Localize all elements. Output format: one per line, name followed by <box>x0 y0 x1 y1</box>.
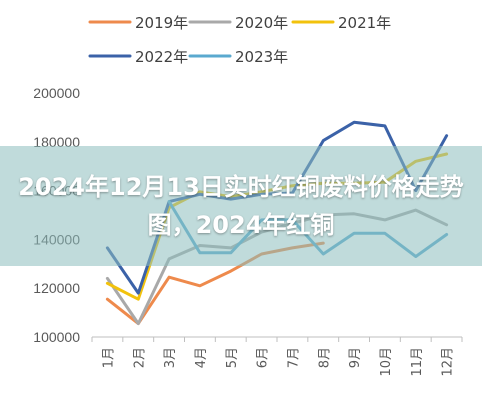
x-tick-label: 3月 <box>163 347 178 368</box>
x-tick-label: 9月 <box>348 347 363 368</box>
title-banner <box>0 146 482 266</box>
x-tick-label: 1月 <box>101 347 116 368</box>
legend-label: 2023年 <box>235 48 288 66</box>
x-tick-label: 2月 <box>132 347 147 368</box>
y-tick-label: 180000 <box>33 134 80 150</box>
y-tick-label: 100000 <box>33 329 80 345</box>
y-tick-label: 200000 <box>33 85 80 101</box>
x-tick-label: 4月 <box>194 347 209 368</box>
legend-label: 2020年 <box>235 14 288 32</box>
x-tick-label: 8月 <box>317 347 332 368</box>
x-tick-label: 12月 <box>441 347 456 377</box>
x-tick-label: 6月 <box>256 347 271 368</box>
legend-label: 2019年 <box>135 14 188 32</box>
x-tick-label: 7月 <box>286 347 301 368</box>
x-tick-label: 11月 <box>410 347 425 377</box>
legend-label: 2021年 <box>338 14 391 32</box>
x-tick-label: 5月 <box>225 347 240 368</box>
legend-label: 2022年 <box>135 48 188 66</box>
x-tick-label: 10月 <box>379 347 394 377</box>
overlay-title: 2024年12月13日实时红铜废料价格走势图，2024年红铜 <box>18 173 464 239</box>
y-tick-label: 120000 <box>33 280 80 296</box>
